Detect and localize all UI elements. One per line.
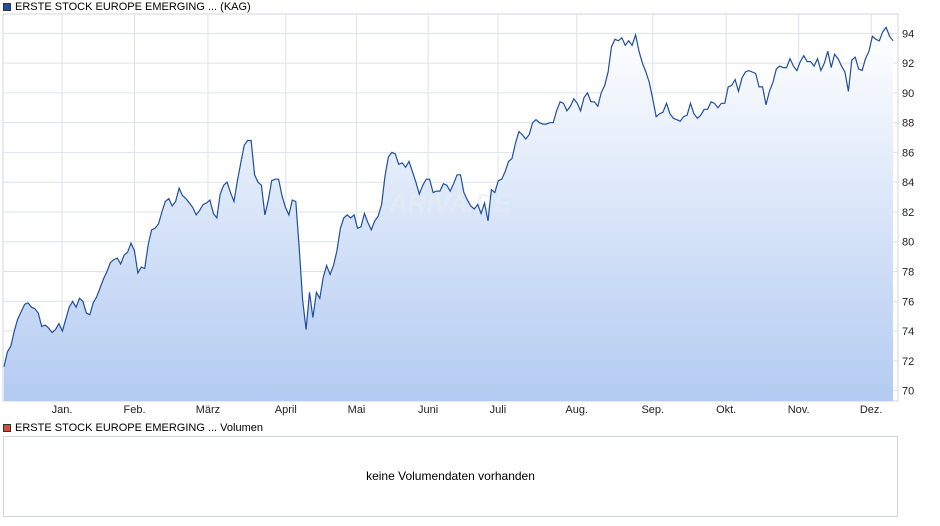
x-tick-label: März <box>196 404 220 416</box>
y-tick-label: 80 <box>902 237 914 249</box>
x-tick-label: Sep. <box>641 404 664 416</box>
x-tick-label: Okt. <box>716 404 736 416</box>
price-line <box>3 26 894 367</box>
x-tick-label: Juni <box>418 404 438 416</box>
y-tick-label: 86 <box>902 147 914 159</box>
x-axis-labels: Jan. Feb. März April Mai Juni Juli Aug. Sep. Okt.… <box>52 404 883 416</box>
x-tick-label: Feb. <box>124 404 146 416</box>
y-tick-label: 72 <box>902 356 914 368</box>
volume-legend: ERSTE STOCK EUROPE EMERGING ... Volumen <box>3 421 263 435</box>
watermark: ARIVA.DE <box>388 188 512 218</box>
y-tick-label: 92 <box>902 58 914 70</box>
y-axis-labels: 70 72 74 76 78 80 82 84 86 88 90 92 94 <box>902 28 914 397</box>
x-tick-label: Juli <box>490 404 507 416</box>
price-chart: ARIVA.DE 70 72 74 76 78 80 82 84 86 88 90 92 94 Jan.… <box>2 13 914 416</box>
price-legend-swatch <box>3 3 11 11</box>
y-tick-label: 78 <box>902 267 914 279</box>
x-tick-label: Aug. <box>565 404 588 416</box>
price-area <box>4 27 893 402</box>
y-tick-label: 76 <box>902 296 914 308</box>
volume-legend-label: ERSTE STOCK EUROPE EMERGING ... Volumen <box>15 422 263 434</box>
x-tick-label: Nov. <box>788 404 810 416</box>
x-tick-label: Jan. <box>52 404 73 416</box>
price-legend-label: ERSTE STOCK EUROPE EMERGING ... (KAG) <box>15 1 251 13</box>
y-tick-label: 84 <box>902 177 914 189</box>
price-legend: ERSTE STOCK EUROPE EMERGING ... (KAG) <box>3 0 251 14</box>
volume-panel: keine Volumendaten vorhanden <box>3 436 898 517</box>
x-tick-label: Dez. <box>860 404 883 416</box>
y-tick-label: 88 <box>902 118 914 130</box>
x-tick-label: April <box>275 404 297 416</box>
y-tick-label: 90 <box>902 88 914 100</box>
y-tick-label: 94 <box>902 28 914 40</box>
y-tick-label: 74 <box>902 326 914 338</box>
volume-empty-message: keine Volumendaten vorhanden <box>366 469 535 483</box>
y-tick-label: 82 <box>902 207 914 219</box>
volume-legend-swatch <box>3 424 11 432</box>
y-tick-label: 70 <box>902 386 914 398</box>
x-tick-label: Mai <box>348 404 366 416</box>
